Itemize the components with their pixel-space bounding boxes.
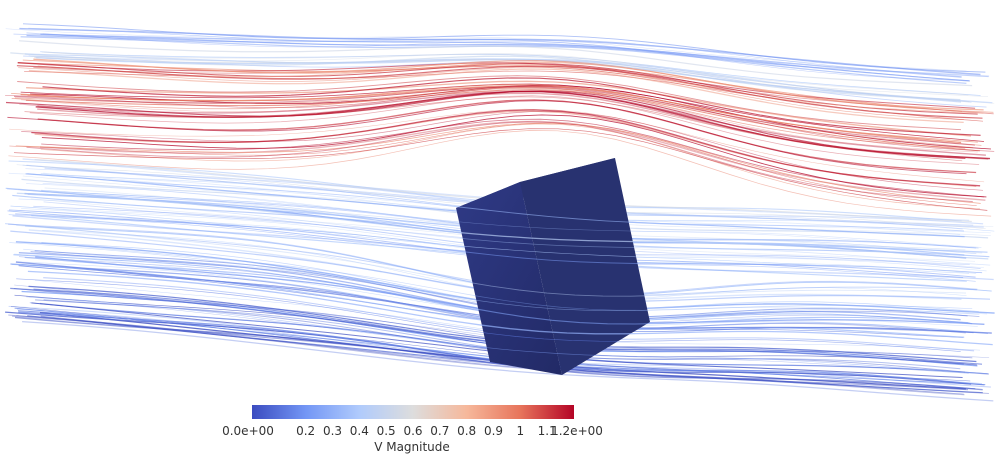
streamline [42,77,981,136]
streamline [17,62,976,109]
streamline [33,58,984,111]
legend-tick-label: 0.2 [296,424,316,438]
legend-title: V Magnitude [374,440,450,454]
streamline [16,65,983,119]
streamline [13,128,988,211]
streamline [13,33,970,81]
legend-tick-label: 1.1 [537,424,557,438]
streamline [37,90,986,156]
streamline [17,75,962,131]
streamline [18,198,991,266]
streamline [37,92,989,160]
streamline [13,86,975,146]
streamline [14,316,983,391]
legend-tick-label: 1 [516,424,525,438]
streamline [11,83,978,143]
streamline [42,183,964,248]
streamline [16,192,989,260]
legend-tick-label: 0.0e+00 [222,424,274,438]
streamline [22,320,994,402]
streamline [29,95,980,165]
streamline [22,23,986,73]
legend-tick-label: 0.9 [483,424,504,438]
streamline [36,57,993,104]
streamline [21,111,984,191]
legend-tick-label: 0.7 [430,424,450,438]
streamline [5,311,972,385]
streamline [26,32,990,77]
streamline [19,40,973,87]
legend-tick-label: 0.8 [457,424,477,438]
streamline [9,123,977,206]
legend-tick-label: 0.5 [376,424,396,438]
streamline [28,27,989,78]
streamline [5,90,966,159]
streamline [40,33,962,78]
legend-tick-label: 0.6 [403,424,423,438]
legend-tick-label: 0.3 [322,424,343,438]
streamline [5,28,967,72]
streamline [16,224,967,297]
streamline [28,68,964,124]
streamline [26,121,973,203]
legend-tick-label: 0.4 [349,424,369,438]
streamline [9,108,985,183]
streamline [8,130,992,217]
color-legend: 0.0e+00 0.2 0.3 0.4 0.5 0.6 0.7 0.8 0.9 1 1.1 1.2e+… [222,404,603,458]
streamline [42,33,969,82]
legend-tick-label: 1.2e+00 [551,424,603,438]
streamline [15,213,976,278]
streamline [24,256,969,325]
streamline [16,278,961,352]
streamline [26,80,972,137]
streamline [10,205,970,274]
streamline [41,118,985,198]
streamlines-front-layer [9,128,993,374]
streamline [40,51,981,96]
streamline [18,67,964,120]
streamline [24,70,984,122]
streamline [19,91,963,159]
streamline [37,99,977,174]
streamline [15,122,981,204]
streamline [41,51,969,96]
streamline [28,296,974,374]
streamline [26,34,970,82]
streamline [27,173,965,232]
streamline [31,109,981,187]
streamline [11,86,966,149]
streamline [25,89,980,152]
streamline [9,242,988,315]
obstacle-front-face [456,182,562,375]
streamline [21,87,978,153]
streamline [27,270,993,346]
streamline [40,123,980,210]
streamline [14,87,974,149]
streamline [7,100,967,175]
streamline [41,242,973,311]
color-gradient-bar [252,405,574,419]
streamline [24,96,963,162]
